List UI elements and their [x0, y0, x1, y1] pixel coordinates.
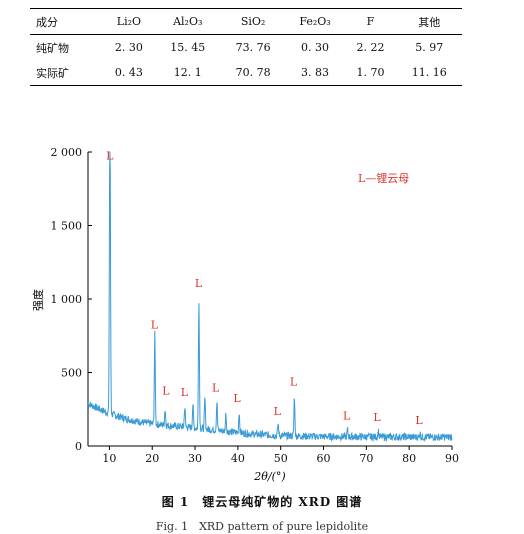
legend-text: L—锂云母 [358, 171, 409, 185]
peak-label: L [274, 405, 282, 418]
x-axis-label: 2θ/(°) [253, 470, 285, 483]
table-cell: 2. 22 [356, 41, 385, 54]
header-cell: 其他 [418, 15, 441, 29]
peak-label: L [195, 277, 203, 290]
y-tick-label: 500 [61, 367, 82, 380]
table-cell: 0. 30 [301, 41, 330, 54]
y-tick-label: 1 500 [51, 220, 83, 233]
header-cell: SiO₂ [240, 15, 266, 28]
figure-caption-en: Fig. 1 XRD pattern of pure lepidolite [155, 520, 369, 533]
peak-label: L [343, 410, 351, 423]
table-cell: 实际矿 [36, 66, 69, 80]
header-cell: Li₂O [116, 15, 142, 28]
x-tick-label: 10 [102, 452, 116, 465]
x-tick-label: 50 [274, 452, 288, 465]
table-cell: 2. 30 [114, 41, 143, 54]
y-tick-label: 0 [75, 440, 82, 453]
table-cell: 73. 76 [235, 41, 271, 54]
peak-label: L [415, 414, 423, 427]
table-cell: 1. 70 [356, 66, 385, 79]
peak-label: L [162, 385, 170, 398]
peak-label: L [290, 376, 298, 389]
x-tick-label: 80 [402, 452, 416, 465]
composition-table: 成分 Li₂O Al₂O₃ SiO₂ Fe₂O₃ F 其他 纯矿物 2. 30 … [30, 8, 462, 86]
table-cell: 12. 1 [173, 66, 202, 79]
table-row: 纯矿物 2. 30 15. 45 73. 76 0. 30 2. 22 5. 9… [30, 35, 462, 61]
x-tick-label: 60 [317, 452, 331, 465]
x-tick-label: 30 [188, 452, 202, 465]
y-tick-label: 2 000 [51, 146, 83, 159]
peak-label: L [233, 392, 241, 405]
table-cell: 0. 43 [114, 66, 143, 79]
peak-label: L [212, 382, 220, 395]
chart-axes: 10 20 30 40 50 60 70 80 90 0 500 1 000 1 500 2 000 [51, 146, 460, 465]
header-cell: Al₂O₃ [173, 15, 203, 28]
table-cell: 纯矿物 [36, 41, 69, 55]
y-tick-label: 1 000 [51, 293, 83, 306]
peak-label: L [373, 411, 381, 424]
xrd-series-line [87, 151, 453, 443]
table-cell: 3. 83 [301, 66, 330, 79]
peak-label: L [106, 149, 114, 162]
y-axis-label: 强度 [31, 289, 45, 311]
table-cell: 15. 45 [170, 41, 206, 54]
header-cell: F [366, 15, 375, 28]
table-header-row: 成分 Li₂O Al₂O₃ SiO₂ Fe₂O₃ F 其他 [30, 8, 462, 35]
peak-label: L [151, 318, 159, 331]
table-row: 实际矿 0. 43 12. 1 70. 78 3. 83 1. 70 11. 1… [30, 60, 462, 86]
x-tick-label: 40 [231, 452, 245, 465]
header-cell: Fe₂O₃ [299, 15, 331, 28]
figure-caption: 图 1 锂云母纯矿物的 XRD 图谱 [161, 495, 363, 509]
header-cell: 成分 [36, 15, 58, 29]
table-cell: 5. 97 [415, 41, 444, 54]
x-tick-label: 20 [145, 452, 159, 465]
table-cell: 11. 16 [411, 66, 447, 79]
x-tick-label: 90 [445, 452, 459, 465]
x-tick-label: 70 [359, 452, 373, 465]
table-cell: 70. 78 [235, 66, 271, 79]
peak-label: L [181, 386, 189, 399]
